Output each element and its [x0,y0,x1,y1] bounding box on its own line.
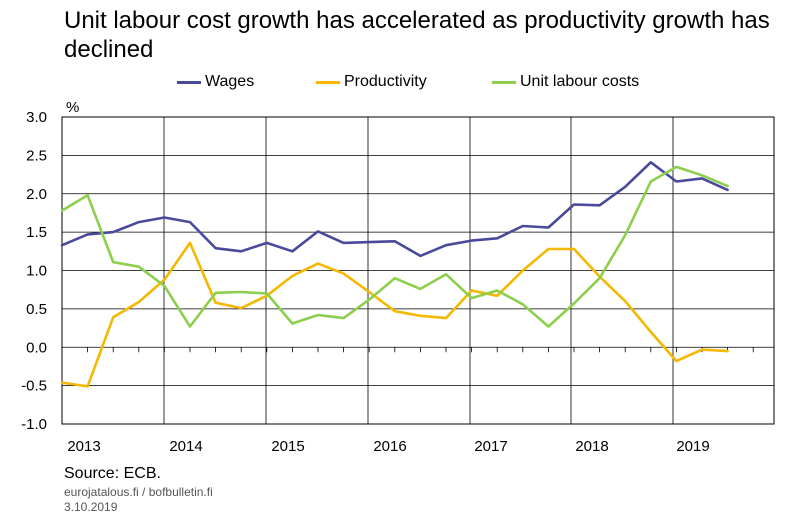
series-line-unit-labour-costs [60,165,729,328]
y-tick-label: 1.5 [26,224,47,241]
x-tick-label: 2014 [169,438,202,455]
legend-item-wages: Wages [177,72,254,92]
publication-date: 3.10.2019 [64,500,118,514]
x-tick-label: 2016 [373,438,406,455]
chart-title: Unit labour cost growth has accelerated … [64,7,770,63]
x-tick-label: 2013 [67,438,100,455]
series-line-productivity [60,241,729,388]
legend-item-unit-labour-costs: Unit labour costs [492,72,639,92]
y-axis-unit-label: % [66,99,79,116]
series-line-wages [60,161,729,258]
series-layer [60,161,729,388]
legend-item-productivity: Productivity [316,72,427,92]
y-tick-label: -0.5 [21,378,47,395]
legend: Wages Productivity Unit labour costs [0,72,801,94]
x-tick-label: 2018 [575,438,608,455]
axis-layer: -1.0 -0.5 0.0 0.5 1.0 1.5 2.0 2.5 3.0 2013 2014 201… [21,109,710,455]
source-note: Source: ECB. [64,465,161,482]
x-tick-label: 2017 [474,438,507,455]
line-chart: -1.0 -0.5 0.0 0.5 1.0 1.5 2.0 2.5 3.0 2013 2014 201… [21,99,775,455]
legend-swatch-wages [177,80,201,84]
legend-label-productivity: Productivity [344,73,427,90]
grid-layer [61,116,775,425]
legend-label-unit-labour-costs: Unit labour costs [520,73,640,90]
y-tick-label: 3.0 [26,109,47,126]
x-tick-label: 2019 [676,438,709,455]
legend-label-wages: Wages [205,73,255,90]
y-tick-label: -1.0 [21,416,47,433]
y-tick-label: 2.0 [26,186,47,203]
y-tick-label: 1.0 [26,263,47,280]
y-tick-label: 0.0 [26,339,47,356]
legend-swatch-unit-labour-costs [492,80,516,84]
y-tick-label: 0.5 [26,301,47,318]
legend-swatch-productivity [316,80,340,84]
credits-note: eurojatalous.fi / bofbulletin.fi [64,485,213,499]
x-tick-label: 2015 [271,438,304,455]
y-tick-label: 2.5 [26,147,47,164]
